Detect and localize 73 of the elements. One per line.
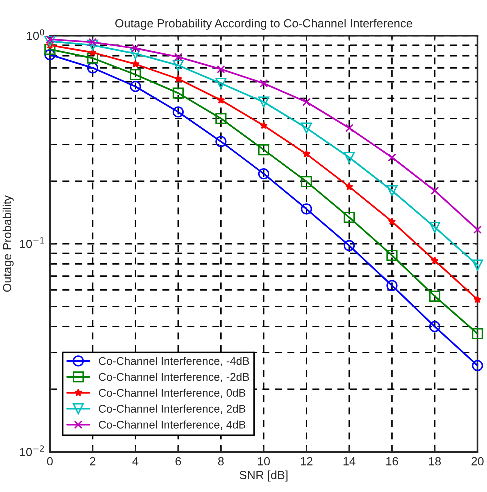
point [130, 81, 142, 92]
point [388, 218, 396, 226]
point [429, 321, 441, 332]
point [388, 154, 396, 162]
point [216, 78, 227, 90]
y-tick-label: 10$^{−1}$ [20, 238, 44, 248]
point [345, 182, 354, 190]
point [430, 186, 440, 196]
legend-label: Co-Channel Interference, -4dB [99, 357, 250, 367]
point [472, 260, 484, 271]
legend-label: Co-Channel Interference, 2dB [99, 404, 246, 414]
point [132, 60, 140, 68]
point [260, 122, 268, 130]
point [430, 256, 439, 264]
point [260, 79, 268, 88]
point [87, 40, 98, 51]
point [172, 88, 184, 99]
point [344, 240, 356, 252]
point [344, 212, 356, 224]
point [216, 113, 227, 124]
legend-label: Co-Channel Interference, -2dB [99, 372, 250, 382]
point [386, 250, 398, 262]
point [472, 360, 484, 372]
point [258, 96, 270, 108]
point [301, 204, 312, 215]
point [429, 290, 441, 302]
point [344, 152, 356, 164]
point [130, 69, 142, 80]
x-tick-label: 16 [386, 457, 398, 466]
point [44, 49, 56, 61]
point [429, 222, 441, 234]
y-axis-title: Outage Probability [2, 195, 14, 292]
point [301, 176, 312, 188]
x-tick-label: 10 [258, 457, 270, 466]
x-tick-label: 2 [90, 457, 96, 466]
point [386, 185, 398, 196]
point [302, 98, 311, 106]
point [217, 96, 226, 104]
point [132, 44, 140, 53]
point [302, 150, 311, 158]
legend-label: Co-Channel Interference, 0dB [99, 388, 246, 398]
point [130, 48, 142, 60]
point [172, 106, 184, 118]
point [172, 60, 184, 72]
x-tick-label: 12 [301, 457, 313, 466]
point [386, 280, 398, 292]
point [258, 144, 270, 156]
point [217, 65, 226, 74]
point [44, 36, 56, 48]
chart-title: Outage Probability According to Co-Channel Interference [116, 19, 412, 30]
point [474, 296, 482, 304]
point [301, 122, 312, 134]
x-tick-label: 20 [472, 457, 484, 466]
x-axis-title: SNR [dB] [240, 470, 288, 482]
point [258, 168, 270, 180]
x-tick-label: 0 [47, 457, 53, 466]
point [174, 53, 183, 62]
x-tick-label: 14 [344, 457, 356, 466]
point [44, 44, 56, 56]
x-tick-label: 6 [176, 457, 182, 466]
y-tick-label: 10$^{0}$ [27, 29, 44, 40]
legend-label: Co-Channel Interference, 4dB [99, 420, 246, 430]
point [472, 328, 484, 340]
x-tick-label: 18 [429, 457, 442, 466]
x-tick-label: 4 [132, 457, 139, 466]
point [87, 62, 98, 74]
point [87, 52, 98, 64]
point [474, 226, 482, 234]
point [216, 136, 227, 148]
x-tick-label: 8 [218, 457, 224, 466]
point [174, 74, 182, 83]
y-tick-label: 10$^{−2}$ [20, 446, 44, 456]
point [345, 124, 354, 132]
